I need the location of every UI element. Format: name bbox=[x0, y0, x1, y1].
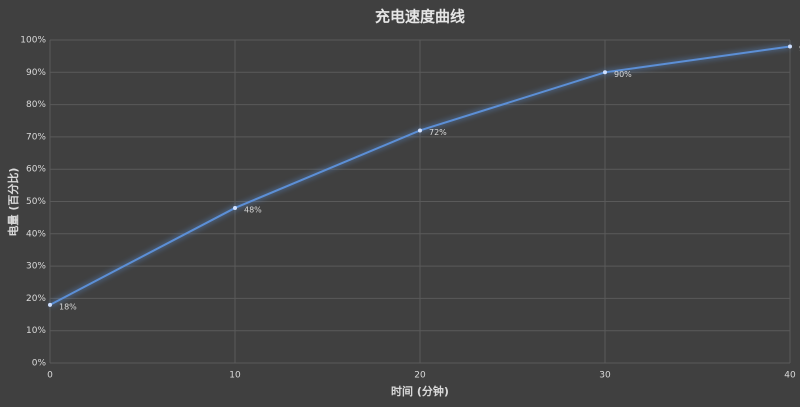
y-tick-label: 100% bbox=[20, 36, 46, 46]
chart-title: 充电速度曲线 bbox=[375, 8, 465, 26]
y-tick-label: 50% bbox=[26, 197, 46, 207]
y-tick-label: 0% bbox=[32, 359, 47, 369]
data-point bbox=[48, 302, 52, 307]
x-tick-label: 0 bbox=[47, 371, 53, 381]
x-tick-label: 20 bbox=[414, 371, 426, 381]
data-label: 48% bbox=[244, 205, 262, 214]
data-point bbox=[603, 70, 607, 75]
data-point bbox=[418, 128, 422, 133]
x-tick-label: 40 bbox=[784, 371, 796, 381]
y-tick-label: 10% bbox=[26, 326, 46, 336]
x-axis-label: 时间 (分钟) bbox=[391, 384, 449, 398]
x-tick-label: 10 bbox=[229, 371, 241, 381]
y-axis-label: 电量 (百分比) bbox=[6, 168, 20, 237]
data-label: 72% bbox=[429, 128, 447, 137]
y-tick-label: 80% bbox=[26, 100, 46, 110]
data-label: 18% bbox=[59, 302, 77, 311]
y-tick-label: 30% bbox=[26, 262, 46, 272]
data-point bbox=[233, 205, 237, 210]
x-tick-label: 30 bbox=[599, 371, 611, 381]
y-tick-label: 40% bbox=[26, 229, 46, 239]
y-tick-label: 60% bbox=[26, 165, 46, 175]
y-tick-label: 20% bbox=[26, 294, 46, 304]
y-tick-label: 70% bbox=[26, 132, 46, 142]
data-label: 90% bbox=[614, 70, 632, 79]
data-point bbox=[788, 44, 792, 49]
y-tick-label: 90% bbox=[26, 68, 46, 78]
